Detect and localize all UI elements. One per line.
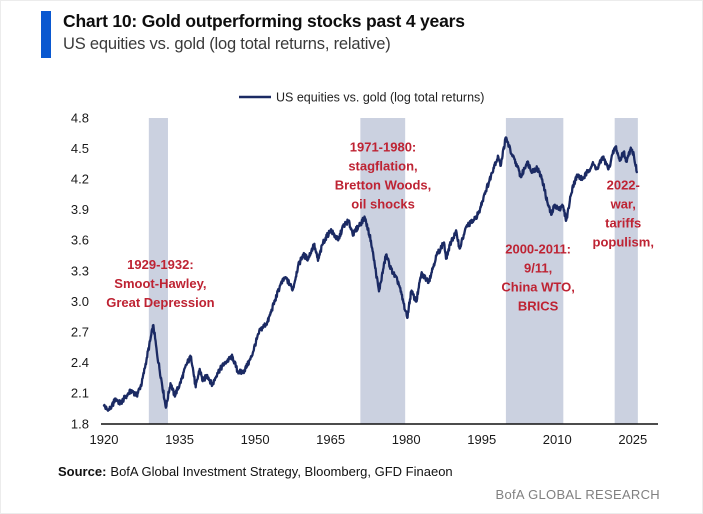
x-tick-label: 1965 bbox=[316, 432, 345, 447]
accent-bar bbox=[41, 11, 51, 58]
annotation-0: 1929-1932: Smoot-Hawley, Great Depression bbox=[106, 257, 214, 310]
y-tick-label: 3.6 bbox=[71, 233, 89, 248]
y-tick-label: 4.5 bbox=[71, 141, 89, 156]
y-tick-label: 4.2 bbox=[71, 172, 89, 187]
x-tick-label: 1920 bbox=[90, 432, 119, 447]
chart-title: Chart 10: Gold outperforming stocks past… bbox=[63, 11, 465, 31]
brand-mark: BofA GLOBAL RESEARCH bbox=[495, 487, 660, 502]
y-tick-label: 2.1 bbox=[71, 386, 89, 401]
event-band-2022 bbox=[614, 118, 638, 424]
x-tick-label: 2025 bbox=[618, 432, 647, 447]
x-tick-label: 1980 bbox=[392, 432, 421, 447]
annotation-3: 2022-war, tariffs populism, bbox=[593, 177, 654, 249]
chart-subtitle: US equities vs. gold (log total returns,… bbox=[63, 34, 391, 53]
source-note: Source: BofA Global Investment Strategy, … bbox=[58, 464, 453, 479]
source-text: BofA Global Investment Strategy, Bloombe… bbox=[110, 464, 453, 479]
y-tick-label: 4.8 bbox=[71, 110, 89, 125]
series-line bbox=[102, 136, 638, 412]
source-label: Source: bbox=[58, 464, 107, 479]
y-tick-label: 1.8 bbox=[71, 416, 89, 431]
x-axis-labels: 1920 1935 1950 1965 1980 1995 2010 2025 bbox=[90, 432, 648, 447]
annotations: 1929-1932: Smoot-Hawley, Great Depression 1… bbox=[106, 140, 654, 314]
line-chart-canvas: 1.8 2.1 2.4 2.7 3.0 3.3 3.6 3.9 4.2 4.5 4.8 1920 193… bbox=[71, 91, 658, 447]
y-tick-label: 3.9 bbox=[71, 202, 89, 217]
legend: US equities vs. gold (log total returns) bbox=[239, 91, 484, 105]
y-tick-label: 3.3 bbox=[71, 263, 89, 278]
chart-header: Chart 10: Gold outperforming stocks past… bbox=[41, 11, 465, 58]
annotation-1: 1971-1980: stagflation, Bretton Woods, oil … bbox=[335, 140, 432, 212]
y-axis-labels: 1.8 2.1 2.4 2.7 3.0 3.3 3.6 3.9 4.2 4.5 4.8 bbox=[71, 110, 89, 431]
y-tick-label: 2.4 bbox=[71, 355, 89, 370]
legend-label: US equities vs. gold (log total returns) bbox=[276, 91, 484, 105]
y-tick-label: 3.0 bbox=[71, 294, 89, 309]
x-tick-label: 1995 bbox=[467, 432, 496, 447]
annotation-2: 2000-2011: 9/11, China WTO, BRICS bbox=[501, 242, 574, 314]
x-tick-label: 1935 bbox=[165, 432, 194, 447]
x-tick-label: 2010 bbox=[543, 432, 572, 447]
title-block: Chart 10: Gold outperforming stocks past… bbox=[63, 11, 465, 55]
x-tick-label: 1950 bbox=[241, 432, 270, 447]
y-tick-label: 2.7 bbox=[71, 325, 89, 340]
event-band-19291932 bbox=[148, 118, 168, 424]
